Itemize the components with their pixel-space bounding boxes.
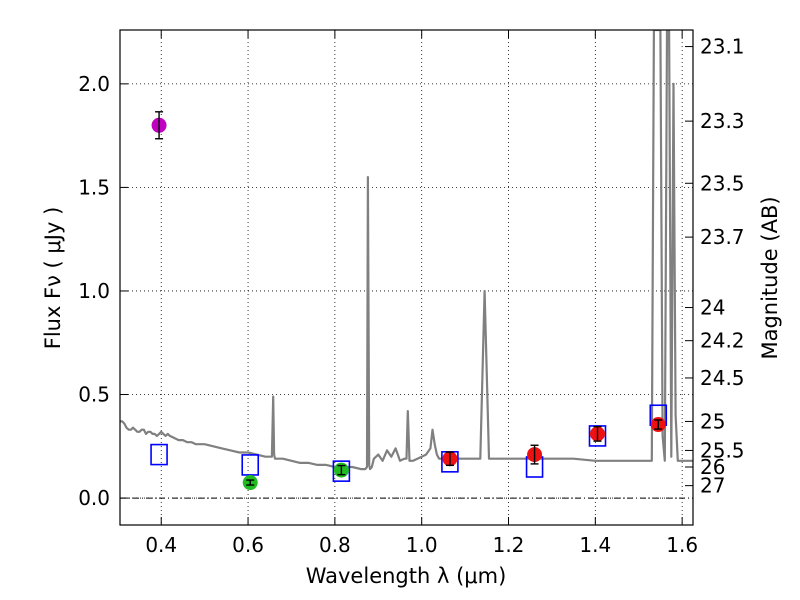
x-tick-label: 1.6 [666,533,698,557]
model-photometry-box [241,454,260,476]
model-photometry-box [332,460,351,482]
x-tick-label: 1.0 [406,533,438,557]
observed-points [151,111,666,491]
plot-frame [119,29,694,526]
magnitude-tick-label: 23.3 [700,109,745,133]
x-axis-label: Wavelength λ (μm) [306,564,507,588]
magnitude-tick-label: 24.2 [700,329,745,353]
y-axis-label: Flux Fν ( μJy ) [41,207,65,350]
y-tick-label: 2.0 [78,72,110,96]
magnitude-tick-label: 23.5 [700,171,745,195]
model-spectrum-line [120,30,693,471]
x-axis: 0.4 0.6 0.8 1.0 1.2 1.4 1.6 [145,30,698,557]
y-tick-label: 1.0 [78,279,110,303]
magnitude-tick-label: 23.1 [700,35,745,59]
grid-lines [120,30,693,525]
magnitude-tick-label: 25.5 [700,438,745,462]
y-tick-label: 0.0 [78,486,110,510]
plot-area [120,30,693,491]
magnitude-tick-label: 24 [700,296,725,320]
y-tick-label: 1.5 [78,175,110,199]
x-tick-label: 1.2 [493,533,525,557]
magnitude-tick-label: 25 [700,409,725,433]
y-tick-label: 0.5 [78,383,110,407]
y-axis: 0.0 0.5 1.0 1.5 2.0 [78,72,128,510]
model-photometry-box [150,443,168,466]
x-tick-label: 1.4 [579,533,611,557]
right-axis-label: Magnitude (AB) [758,196,782,359]
magnitude-tick-label: 24.5 [700,366,745,390]
magnitude-tick-label: 27 [700,474,725,498]
magnitude-tick-label: 26 [700,455,725,479]
magnitude-tick-label: 23.7 [700,225,745,249]
x-tick-label: 0.4 [145,533,177,557]
x-tick-label: 0.6 [232,533,264,557]
x-tick-label: 0.8 [319,533,351,557]
